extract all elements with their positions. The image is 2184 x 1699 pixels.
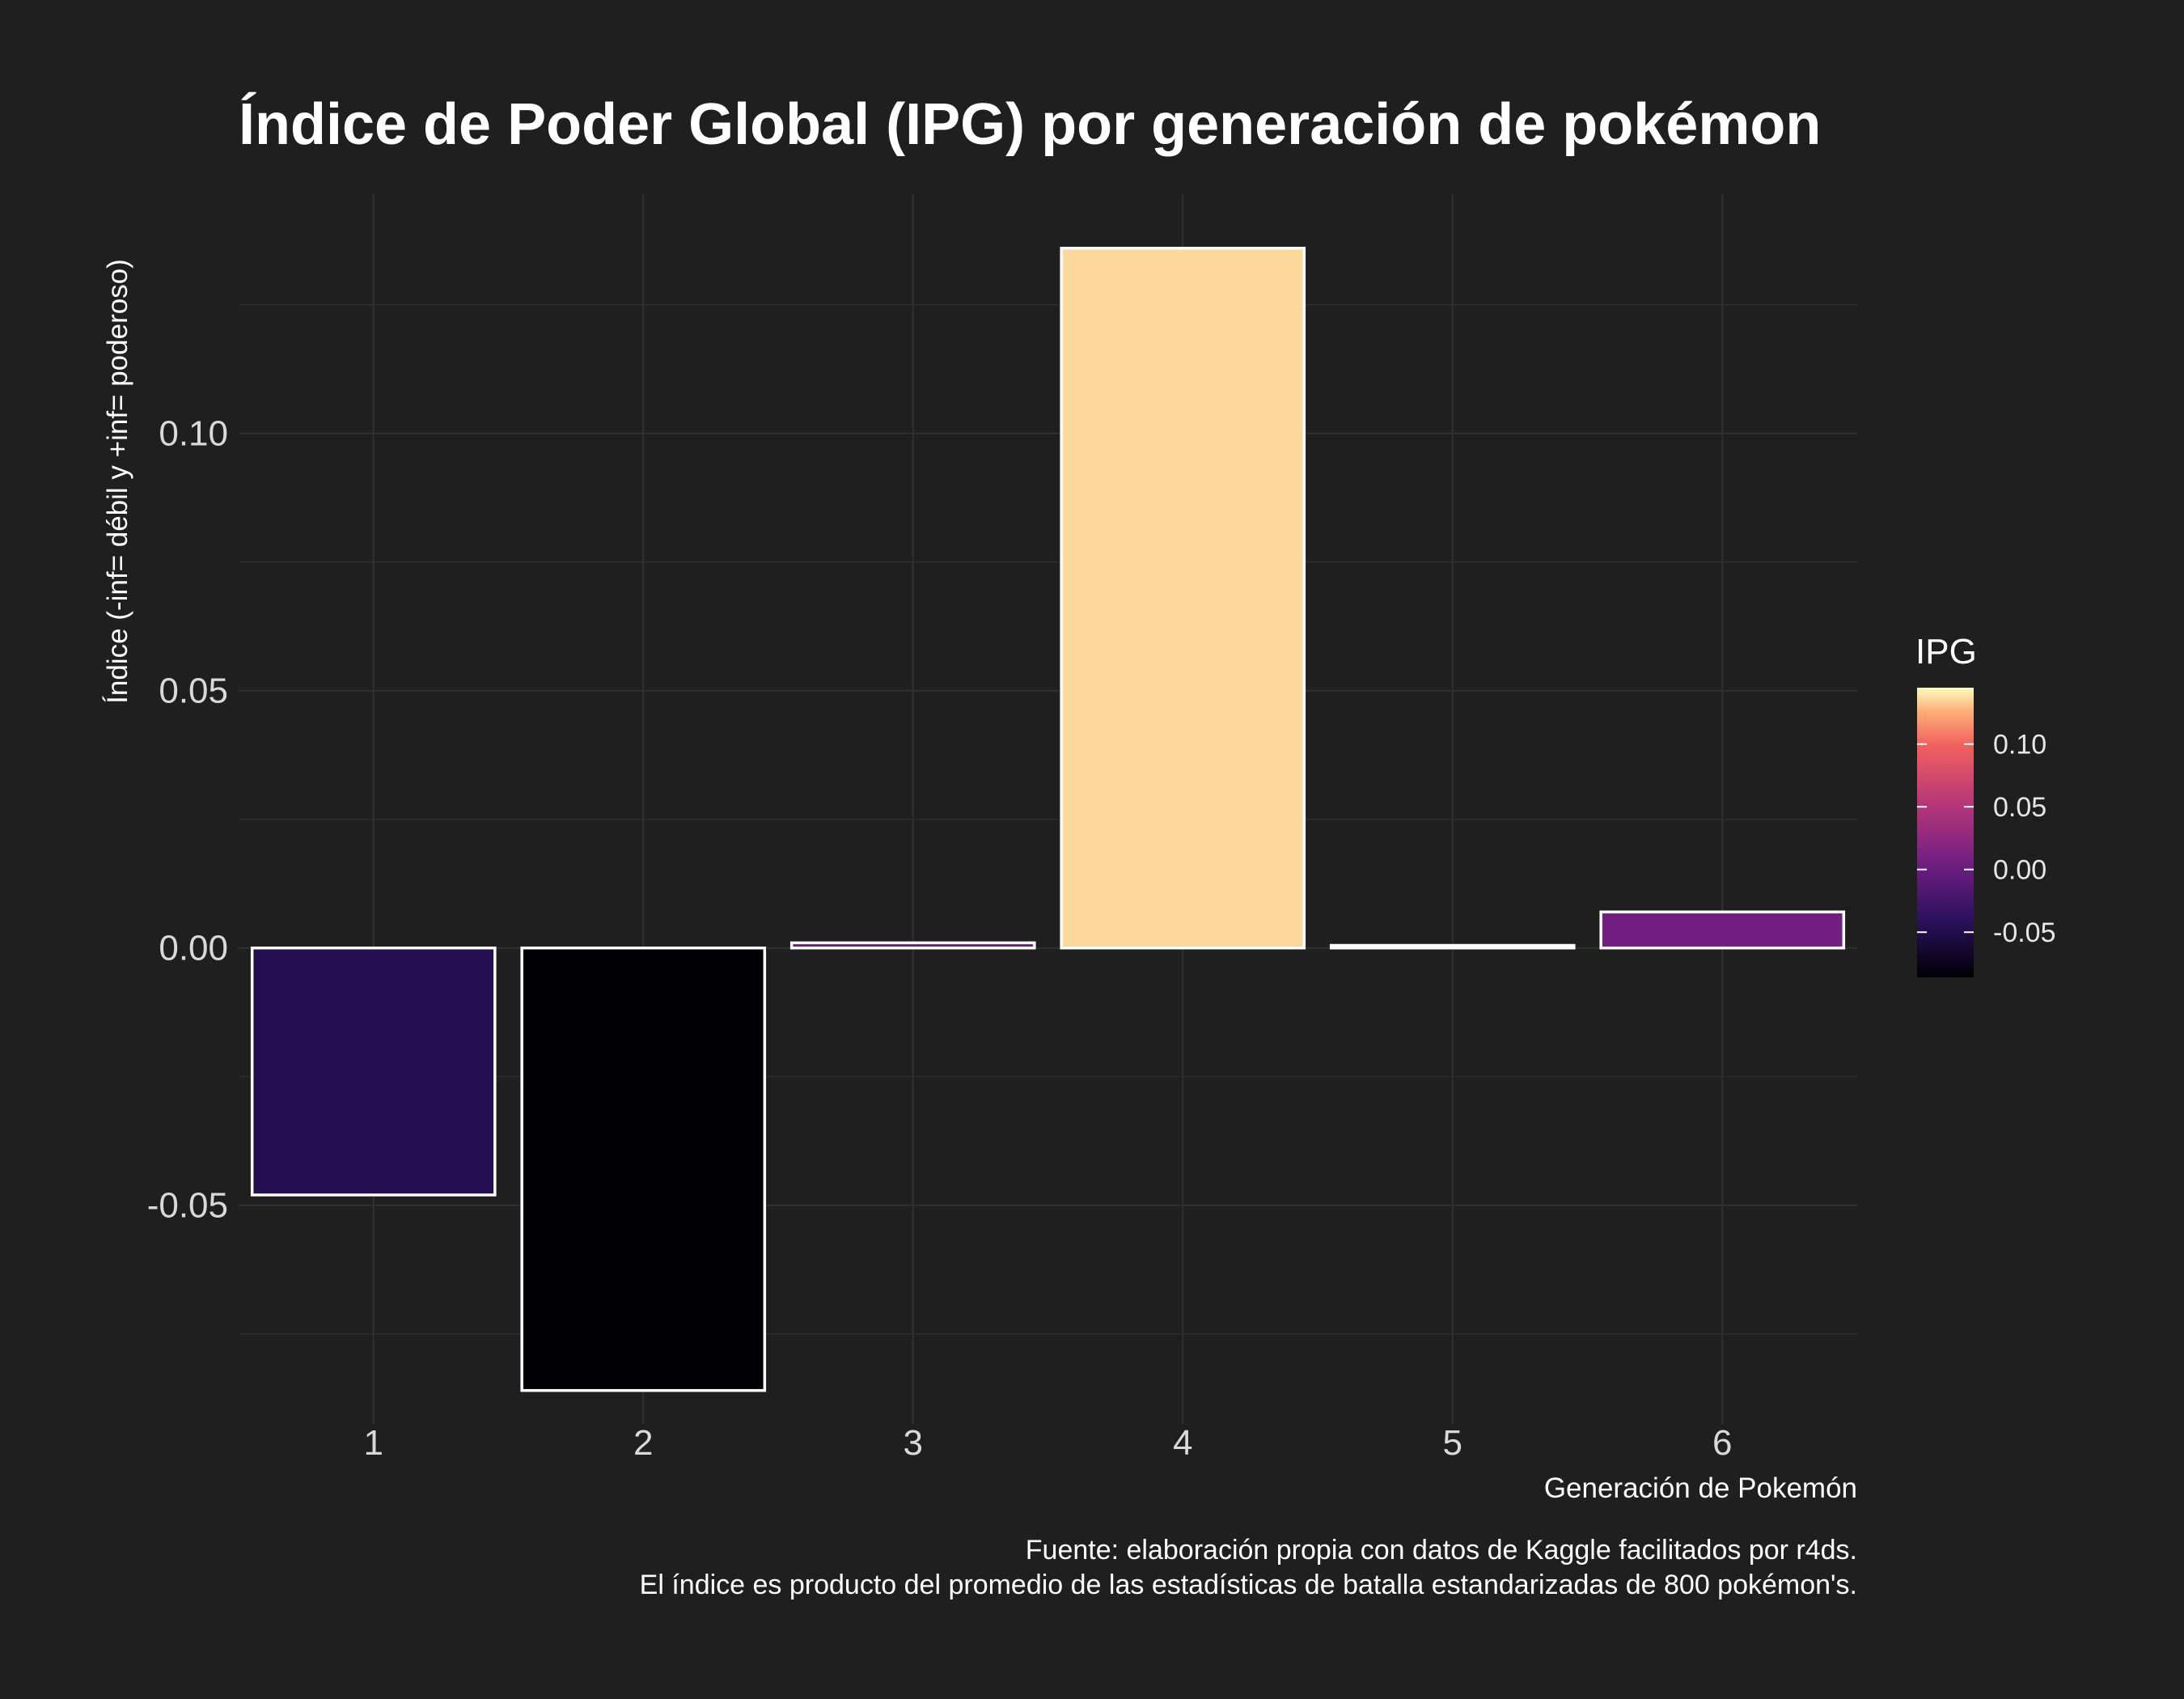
x-tick-label: 6	[1712, 1423, 1732, 1463]
legend-title: IPG	[1915, 632, 1977, 672]
x-tick-label: 4	[1173, 1423, 1192, 1463]
y-tick-label: -0.05	[147, 1186, 228, 1226]
gridlines	[239, 194, 1857, 1424]
bar-generation-6	[1599, 910, 1846, 950]
y-tick-label: 0.10	[159, 414, 228, 454]
legend: IPG 0.10 0.05 0.00 -0.05	[1915, 632, 2056, 977]
y-axis-label: Índice (-inf= débil y +inf= poderoso)	[102, 259, 133, 704]
bar-generation-1	[250, 946, 497, 1197]
x-tick-label: 5	[1443, 1423, 1462, 1463]
colorbar-tick-label: 0.05	[1993, 792, 2046, 823]
bar-generation-3	[789, 941, 1036, 950]
colorbar-tick-label: 0.10	[1993, 730, 2046, 761]
y-tick-label: 0.05	[159, 672, 228, 711]
caption-source: Fuente: elaboración propia con datos de …	[1026, 1535, 1857, 1566]
colorbar	[1917, 688, 1974, 977]
x-tick-label: 2	[633, 1423, 653, 1463]
y-tick-label: 0.00	[159, 929, 228, 968]
x-tick-label: 1	[364, 1423, 383, 1463]
colorbar-ticks: 0.10 0.05 0.00 -0.05	[1917, 730, 2056, 948]
bar-generation-5	[1329, 943, 1576, 950]
bar-generation-4	[1060, 247, 1306, 950]
y-axis-ticks: -0.05 0.00 0.05 0.10	[147, 414, 228, 1226]
bar-generation-2	[520, 946, 767, 1392]
x-axis-label: Generación de Pokemón	[1544, 1472, 1857, 1504]
chart-title: Índice de Poder Global (IPG) por generac…	[239, 92, 1821, 157]
x-tick-label: 3	[904, 1423, 923, 1463]
colorbar-tick-label: -0.05	[1993, 917, 2056, 948]
x-axis-ticks: 1 2 3 4 5 6	[364, 1423, 1733, 1463]
colorbar-tick-label: 0.00	[1993, 855, 2046, 886]
bars	[250, 247, 1846, 1392]
caption-note: El índice es producto del promedio de la…	[640, 1570, 1857, 1600]
